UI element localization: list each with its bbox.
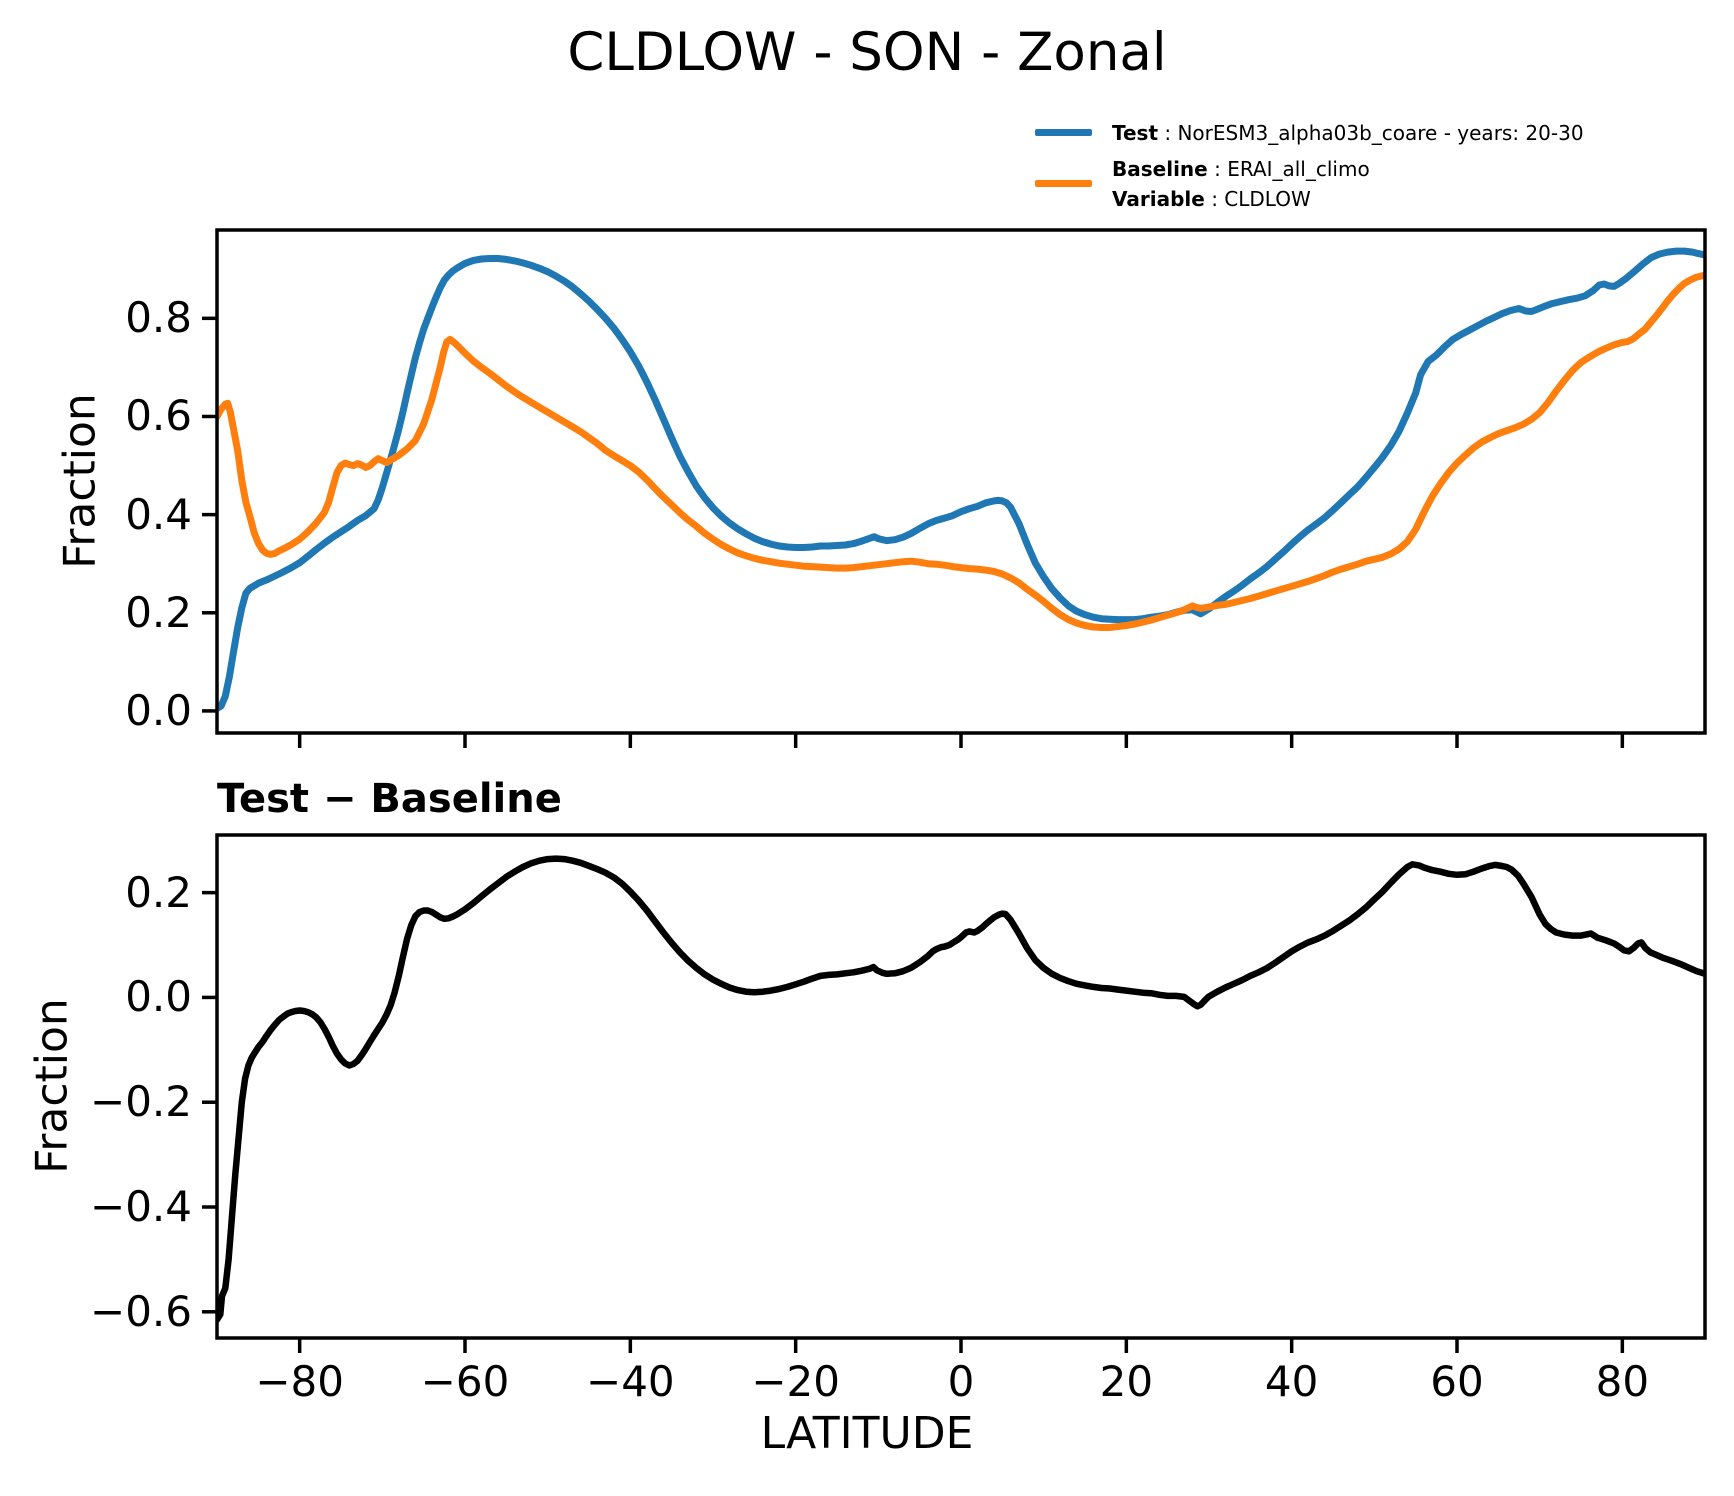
- y-tick-label: 0.0: [125, 685, 192, 735]
- x-tick-label: −20: [751, 1357, 840, 1406]
- difference-panel-title: Test − Baseline: [217, 776, 562, 822]
- y-tick-label: 0.2: [125, 867, 192, 917]
- legend-baseline-text: Baseline : ERAI_all_climo Variable : CLD…: [1112, 154, 1370, 214]
- legend-baseline-line: Baseline : ERAI_all_climo: [1112, 154, 1370, 184]
- x-tick-label: −60: [420, 1357, 510, 1406]
- legend: Test : NorESM3_alpha03b_coare - years: 2…: [1035, 118, 1584, 220]
- legend-baseline-label: Baseline: [1112, 157, 1208, 181]
- baseline-line-swatch: [1035, 180, 1092, 187]
- legend-variable-line: Variable : CLDLOW: [1112, 184, 1370, 214]
- legend-test-label: Test: [1112, 121, 1159, 145]
- y-tick-label: 0.2: [125, 587, 192, 637]
- top-panel-frame: [215, 228, 1707, 735]
- y-tick-label: 0.0: [125, 972, 192, 1022]
- y-tick-label: 0.4: [125, 489, 192, 539]
- y-tick-label: −0.6: [90, 1286, 192, 1336]
- bottom-panel-frame: [215, 833, 1707, 1340]
- x-tick-label: 40: [1264, 1357, 1319, 1406]
- x-tick-label: 0: [947, 1357, 975, 1406]
- x-tick-label: −40: [586, 1357, 675, 1406]
- test-line-swatch: [1035, 129, 1092, 136]
- legend-row-baseline: Baseline : ERAI_all_climo Variable : CLD…: [1035, 154, 1584, 214]
- baseline-curve: [217, 271, 1705, 631]
- legend-variable-value: : CLDLOW: [1204, 187, 1311, 211]
- y-tick-label: 0.6: [125, 391, 192, 441]
- x-tick-label: 20: [1099, 1357, 1154, 1406]
- test-baseline-curve: [217, 855, 1705, 1323]
- y-tick-label: 0.8: [125, 293, 192, 343]
- legend-baseline-value: : ERAI_all_climo: [1207, 157, 1370, 181]
- x-tick-label: −80: [255, 1357, 344, 1406]
- x-axis-label: LATITUDE: [760, 1408, 974, 1459]
- y-tick-label: −0.4: [90, 1182, 192, 1231]
- figure-title: CLDLOW - SON - Zonal: [567, 22, 1167, 83]
- x-tick-label: 80: [1595, 1357, 1650, 1406]
- x-tick-label: 60: [1430, 1357, 1484, 1406]
- legend-variable-label: Variable: [1112, 187, 1205, 211]
- y-tick-label: −0.2: [90, 1077, 192, 1127]
- legend-test-value: : NorESM3_alpha03b_coare - years: 20-30: [1158, 121, 1584, 145]
- legend-test-text: Test : NorESM3_alpha03b_coare - years: 2…: [1112, 118, 1584, 148]
- test-curve: [217, 247, 1705, 712]
- legend-row-test: Test : NorESM3_alpha03b_coare - years: 2…: [1035, 118, 1584, 148]
